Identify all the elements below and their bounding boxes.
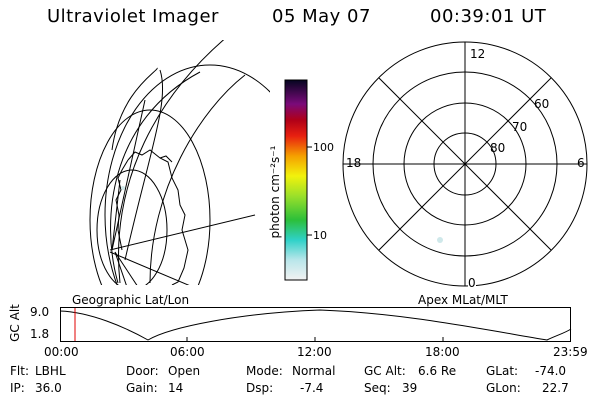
map-ellipse-2 — [89, 109, 211, 285]
y-tick-9: 9.0 — [30, 305, 50, 319]
mode-value: Normal — [292, 364, 336, 378]
timeline-right-label: Apex MLat/MLT — [418, 293, 508, 307]
glat-value: -74.0 — [535, 364, 567, 378]
map-arc-2 — [149, 74, 246, 284]
colorbar-unit-label: photon cm⁻²s⁻¹ — [268, 145, 282, 239]
seq-value: 39 — [402, 381, 418, 395]
map-meridian-3 — [111, 179, 121, 251]
door-label: Door: — [126, 364, 159, 378]
map-arc-4 — [111, 67, 158, 151]
flt-value: LBHL — [35, 364, 66, 378]
instrument-title: Ultraviolet Imager — [47, 6, 219, 27]
dsp-label: Dsp: — [246, 381, 274, 395]
timeline-left-label: Geographic Lat/Lon — [72, 293, 190, 307]
lat-label-60: 60 — [534, 97, 550, 111]
x-tick-2359: 23:59 — [553, 345, 588, 359]
map-arc-5 — [124, 69, 164, 261]
seq-label: Seq: — [364, 381, 391, 395]
geographic-map — [89, 40, 270, 285]
map-ellipse-3 — [96, 169, 168, 285]
ip-label: IP: — [10, 381, 25, 395]
map-meridian-4 — [111, 99, 146, 251]
map-meridian-2 — [109, 251, 190, 285]
x-tick-0600: 06:00 — [170, 345, 205, 359]
mlt-label-0: 0 — [468, 276, 476, 290]
map-arc-3 — [110, 71, 201, 284]
mlt-label-6: 6 — [577, 156, 585, 170]
colorbar-tick-100: 100 — [313, 141, 334, 154]
coastline-2 — [115, 159, 129, 251]
colorbar-tick-10: 10 — [313, 229, 327, 242]
x-tick-1200: 12:00 — [297, 345, 332, 359]
mlt-label-12: 12 — [470, 47, 486, 61]
x-tick-0000: 00:00 — [44, 345, 79, 359]
gcalt-value: 6.6 Re — [418, 364, 457, 378]
map-meridian-6 — [114, 251, 127, 285]
coastline-3 — [159, 155, 173, 163]
gc-alt-axis-label: GC Alt — [8, 304, 22, 342]
map-ellipse-1 — [104, 64, 270, 285]
aurora-spot — [121, 186, 125, 190]
colorbar — [284, 79, 312, 281]
timeline-frame — [60, 307, 571, 342]
mlt-label-18: 18 — [346, 156, 362, 170]
map-meridian-5 — [114, 251, 138, 285]
flt-label: Flt: — [10, 364, 29, 378]
polar-plot — [342, 41, 588, 287]
door-value: Open — [168, 364, 201, 378]
glon-value: 22.7 — [542, 381, 569, 395]
gcalt-label: GC Alt: — [364, 364, 406, 378]
altitude-curve — [59, 309, 572, 341]
gain-value: 14 — [168, 381, 184, 395]
ip-value: 36.0 — [35, 381, 62, 395]
dsp-value: -7.4 — [300, 381, 324, 395]
polar-diag-2 — [378, 77, 552, 251]
coastline — [127, 149, 189, 285]
lat-label-80: 80 — [490, 141, 506, 155]
date-label: 05 May 07 — [272, 6, 371, 27]
mode-label: Mode: — [246, 364, 283, 378]
polar-aurora-spot — [437, 237, 443, 243]
x-tick-1800: 18:00 — [425, 345, 460, 359]
altitude-timeline — [59, 307, 572, 342]
glon-label: GLon: — [486, 381, 521, 395]
time-label: 00:39:01 UT — [430, 6, 547, 27]
map-arc-outer — [118, 40, 225, 284]
gain-label: Gain: — [126, 381, 158, 395]
lat-label-70: 70 — [512, 120, 528, 134]
glat-label: GLat: — [486, 364, 519, 378]
y-tick-1-8: 1.8 — [30, 327, 50, 341]
